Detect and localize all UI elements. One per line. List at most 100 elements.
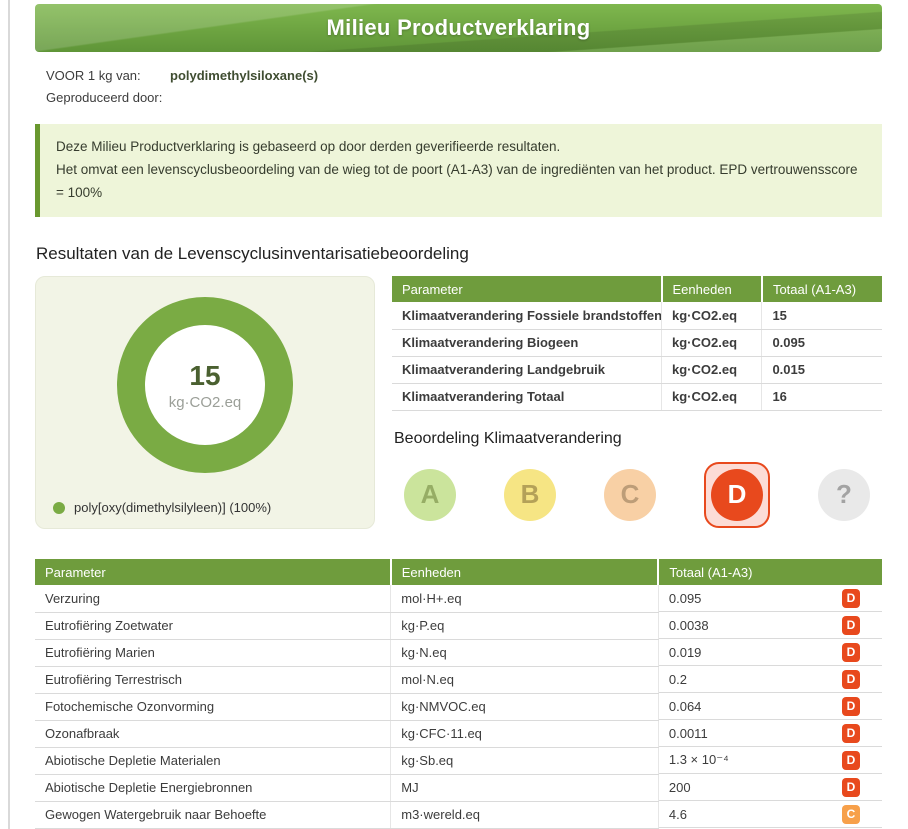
total-value: 4.6 <box>668 806 687 822</box>
climate-rating-scale: A B C D? <box>392 461 882 529</box>
parameter-cell: Abiotische Depletie Materialen <box>35 747 392 775</box>
unit-cell: kg·CO2.eq <box>661 383 763 411</box>
product-meta: VOOR 1 kg van: polydimethylsiloxane(s) G… <box>46 65 882 109</box>
verification-notice: Deze Milieu Productverklaring is gebasee… <box>35 124 882 217</box>
rating-badge-b: B <box>504 468 556 521</box>
impact-table-row: Eutrofiëring Terrestrisch mol·N.eq 0.2 D <box>35 666 882 694</box>
legend-dot-icon <box>53 501 65 514</box>
climate-donut-card: 15 kg·CO2.eq poly[oxy(dimethylsilyleen)]… <box>35 276 375 529</box>
grade-badge: D <box>842 696 860 716</box>
parameter-cell: Fotochemische Ozonvorming <box>35 693 392 721</box>
parameter-cell: Klimaatverandering Totaal <box>392 383 662 411</box>
donut-total-unit: kg·CO2.eq <box>168 393 242 411</box>
unit-cell: kg·N.eq <box>390 639 659 667</box>
climate-table-row: Klimaatverandering Biogeen kg·CO2.eq 0.095 <box>392 329 882 357</box>
parameter-cell: Abiotische Depletie Energiebronnen <box>35 774 392 802</box>
notice-line-2: Het omvat een levenscyclusbeoordeling va… <box>56 162 858 200</box>
climate-table-body: Klimaatverandering Fossiele brandstoffen… <box>392 302 882 411</box>
results-row: 15 kg·CO2.eq poly[oxy(dimethylsilyleen)]… <box>35 276 882 529</box>
impact-col-units: Eenheden <box>390 559 660 585</box>
page-title: Milieu Productverklaring <box>326 15 591 40</box>
total-value: 1.3 × 10⁻⁴ <box>668 752 729 767</box>
total-value: 200 <box>668 779 691 795</box>
value-cell-text: 0.095 <box>761 329 882 357</box>
unit-cell: kg·CO2.eq <box>661 356 763 384</box>
parameter-cell: Klimaatverandering Landgebruik <box>392 356 662 384</box>
grade-badge: D <box>842 642 860 662</box>
total-value: 0.095 <box>668 590 702 606</box>
legend-label: poly[oxy(dimethylsilyleen)] (100%) <box>74 500 272 515</box>
impact-table-row: Abiotische Depletie Materialen kg·Sb.eq 1.… <box>35 747 882 775</box>
climate-col-units: Eenheden <box>661 276 763 302</box>
rating-badge-a: A <box>404 468 456 521</box>
parameter-cell: Ozonafbraak <box>35 720 392 748</box>
impact-table-row: Abiotische Depletie Energiebronnen MJ 200 D <box>35 774 882 802</box>
total-cell: 0.2 D <box>658 666 882 693</box>
grade-badge: D <box>842 588 860 608</box>
value-cell-text: 0.015 <box>761 356 882 384</box>
total-value: 0.019 <box>668 644 702 660</box>
grade-badge: D <box>842 750 860 770</box>
impact-table: Parameter Eenheden Totaal (A1-A3) Verzur… <box>35 559 882 829</box>
parameter-cell: Eutrofiëring Terrestrisch <box>35 666 392 694</box>
total-value: 0.0011 <box>668 725 708 741</box>
impact-table-row: Eutrofiëring Marien kg·N.eq 0.019 D <box>35 639 882 667</box>
unit-cell: mol·H+.eq <box>390 585 659 613</box>
rating-badge-unknown: ? <box>818 468 870 521</box>
unit-cell: MJ <box>390 774 659 802</box>
grade-badge: D <box>842 669 860 689</box>
unit-cell: kg·NMVOC.eq <box>390 693 659 721</box>
donut-total-value: 15 <box>189 359 221 391</box>
results-section-title: Resultaten van de Levenscyclusinventaris… <box>36 244 469 263</box>
climate-col-total: Totaal (A1-A3) <box>761 276 882 302</box>
donut-chart: 15 kg·CO2.eq <box>117 297 293 473</box>
unit-cell: m3·wereld.eq <box>390 801 659 829</box>
parameter-cell: Verzuring <box>35 585 392 613</box>
parameter-cell: Klimaatverandering Biogeen <box>392 329 662 357</box>
impact-table-row: Eutrofiëring Zoetwater kg·P.eq 0.0038 D <box>35 612 882 640</box>
rating-badge-selected-wrap: D <box>704 461 770 528</box>
total-cell: 1.3 × 10⁻⁴ D <box>658 747 882 774</box>
unit-cell: kg·Sb.eq <box>390 747 659 775</box>
climate-col-parameter: Parameter <box>392 276 663 302</box>
rating-badge-c: C <box>604 468 656 521</box>
unit-cell: kg·P.eq <box>390 612 659 640</box>
producer-label: Geproduceerd door: <box>46 90 163 105</box>
parameter-cell: Klimaatverandering Fossiele brandstoffen <box>392 302 662 330</box>
total-cell: 0.064 D <box>658 693 882 720</box>
total-cell: 0.095 D <box>658 585 882 612</box>
unit-cell: mol·N.eq <box>390 666 659 694</box>
climate-table-row: Klimaatverandering Totaal kg·CO2.eq 16 <box>392 383 882 411</box>
value-cell-text: 15 <box>761 302 882 330</box>
parameter-cell: Eutrofiëring Zoetwater <box>35 612 392 640</box>
grade-badge: D <box>842 777 860 797</box>
grade-badge: D <box>842 723 860 743</box>
total-cell: 0.019 D <box>658 639 882 666</box>
value-cell-text: 16 <box>761 383 882 411</box>
results-right-column: Parameter Eenheden Totaal (A1-A3) Klimaa… <box>392 276 882 529</box>
climate-table: Parameter Eenheden Totaal (A1-A3) Klimaa… <box>392 276 882 411</box>
impact-table-row: Verzuring mol·H+.eq 0.095 D <box>35 585 882 613</box>
impact-table-row: Ozonafbraak kg·CFC·11.eq 0.0011 D <box>35 720 882 748</box>
total-cell: 200 D <box>658 774 882 801</box>
impact-col-total: Totaal (A1-A3) <box>658 559 882 585</box>
unit-cell: kg·CO2.eq <box>661 302 763 330</box>
rating-badge-d: D <box>711 468 763 521</box>
assessment-title: Beoordeling Klimaatverandering <box>394 429 622 447</box>
climate-table-row: Klimaatverandering Fossiele brandstoffen… <box>392 302 882 330</box>
notice-line-1: Deze Milieu Productverklaring is gebasee… <box>56 139 561 154</box>
climate-table-row: Klimaatverandering Landgebruik kg·CO2.eq 0… <box>392 356 882 384</box>
grade-badge: D <box>842 615 860 635</box>
total-cell: 4.6 C <box>658 801 882 828</box>
total-cell: 0.0011 D <box>658 720 882 747</box>
parameter-cell: Gewogen Watergebruik naar Behoefte <box>35 801 392 829</box>
product-name: polydimethylsiloxane(s) <box>170 68 319 83</box>
parameter-cell: Eutrofiëring Marien <box>35 639 392 667</box>
page-frame: Milieu Productverklaring VOOR 1 kg van: … <box>8 0 908 829</box>
unit-cell: kg·CO2.eq <box>661 329 763 357</box>
for-label: VOOR 1 kg van: <box>46 68 141 83</box>
impact-table-body: Verzuring mol·H+.eq 0.095 D Eutrofiëring Zoe… <box>35 585 882 829</box>
impact-table-row: Fotochemische Ozonvorming kg·NMVOC.eq 0.06… <box>35 693 882 721</box>
donut-legend: poly[oxy(dimethylsilyleen)] (100%) <box>53 500 271 515</box>
donut-center: 15 kg·CO2.eq <box>145 325 265 445</box>
